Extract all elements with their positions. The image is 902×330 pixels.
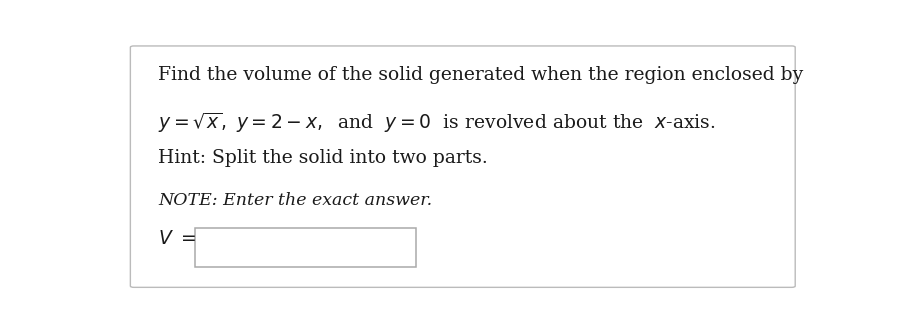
Text: $V\ =$: $V\ =$ <box>158 230 197 248</box>
Text: Find the volume of the solid generated when the region enclosed by: Find the volume of the solid generated w… <box>158 66 803 84</box>
Text: $y = \sqrt{x},\ y = 2-x,$  and  $y = 0$  is revolved about the  $x$-axis.: $y = \sqrt{x},\ y = 2-x,$ and $y = 0$ is… <box>158 111 715 135</box>
Text: Hint: Split the solid into two parts.: Hint: Split the solid into two parts. <box>158 149 488 167</box>
FancyBboxPatch shape <box>195 228 416 267</box>
FancyBboxPatch shape <box>130 46 795 287</box>
Text: NOTE: Enter the exact answer.: NOTE: Enter the exact answer. <box>158 192 432 209</box>
